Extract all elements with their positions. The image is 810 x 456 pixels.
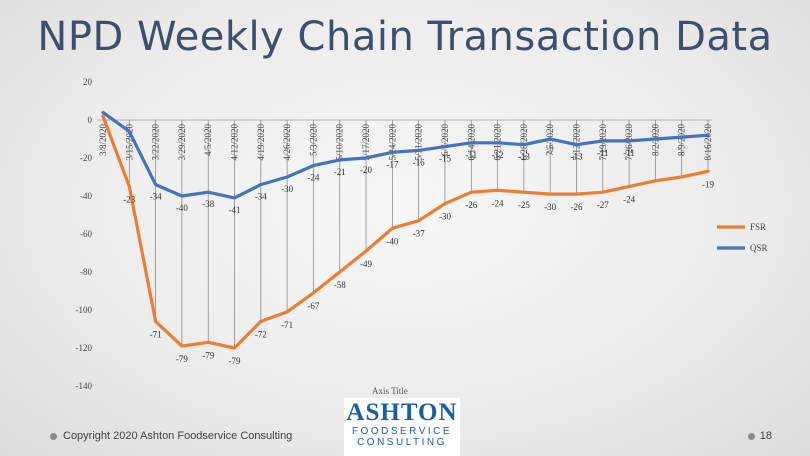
- data-label-qsr: -11: [623, 148, 635, 158]
- page-number: 18: [759, 430, 772, 442]
- legend-label-fsr: FSR: [750, 222, 766, 232]
- data-label-fsr: -23: [123, 195, 135, 205]
- data-label-qsr: -17: [386, 159, 398, 169]
- data-label-fsr: -58: [334, 280, 346, 290]
- x-tick-label: 3/8/2020: [98, 124, 108, 157]
- x-tick-label: 4/19/2020: [256, 124, 266, 161]
- x-tick-label: 4/12/2020: [230, 124, 240, 161]
- series-line-qsr: [101, 110, 710, 200]
- data-label-qsr: -34: [255, 192, 267, 202]
- y-tick-label: -120: [76, 343, 93, 353]
- bullet-icon: [50, 432, 57, 440]
- data-label-qsr: -40: [176, 203, 188, 213]
- x-axis-title: Axis Title: [372, 386, 408, 396]
- x-tick-label: 5/3/2020: [308, 124, 318, 157]
- x-tick-label: 5/17/2020: [361, 124, 371, 161]
- x-tick-label: 3/15/2020: [124, 124, 134, 161]
- x-tick-label: 5/10/2020: [335, 124, 345, 161]
- logo-line2: FOODSERVICE: [351, 426, 453, 437]
- slide-title: NPD Weekly Chain Transaction Data: [37, 14, 773, 60]
- y-tick-label: -140: [76, 381, 93, 391]
- data-label-fsr: -40: [386, 236, 398, 246]
- data-label-qsr: -16: [413, 157, 425, 167]
- copyright-text: Copyright 2020 Ashton Foodservice Consul…: [63, 430, 293, 442]
- data-label-fsr: -37: [413, 229, 425, 239]
- data-label-qsr: -21: [334, 167, 346, 177]
- data-label-qsr: -30: [281, 184, 293, 194]
- x-tick-label: 3/29/2020: [177, 124, 187, 161]
- data-label-fsr: -30: [439, 212, 451, 222]
- x-tick-label: 3/22/2020: [151, 124, 161, 161]
- logo-wordmark: ASHTON: [346, 399, 458, 426]
- y-tick-label: 0: [88, 115, 93, 125]
- x-tick-label: 8/9/2020: [677, 124, 687, 157]
- x-tick-label: 4/26/2020: [282, 124, 292, 161]
- data-label-fsr: -19: [702, 179, 714, 189]
- data-label-fsr: -71: [150, 329, 162, 339]
- bullet-icon: [747, 432, 755, 440]
- y-tick-label: -20: [80, 153, 92, 163]
- ashton-logo: ASHTON FOODSERVICE CONSULTING: [344, 398, 460, 456]
- data-label-fsr: -67: [307, 301, 319, 311]
- data-label-fsr: -24: [623, 195, 635, 205]
- logo-line3: CONSULTING: [357, 437, 447, 448]
- data-label-qsr: -11: [597, 148, 609, 158]
- data-label-qsr: -12: [492, 150, 504, 160]
- x-tick-label: 6/28/2020: [519, 124, 529, 161]
- data-label-fsr: -49: [360, 259, 372, 269]
- y-tick-label: 20: [83, 77, 93, 87]
- x-tick-label: 7/12/2020: [571, 124, 581, 161]
- data-label-qsr: -11: [465, 150, 477, 160]
- x-tick-label: 6/7/2020: [440, 124, 450, 157]
- y-tick-label: -60: [80, 229, 92, 239]
- y-tick-label: -100: [76, 305, 93, 315]
- data-label-qsr: -24: [307, 173, 319, 183]
- y-tick-label: -40: [80, 191, 92, 201]
- data-label-qsr: -13: [518, 152, 530, 162]
- x-tick-label: 4/5/2020: [203, 124, 213, 157]
- data-label-qsr: -41: [229, 205, 241, 215]
- legend-label-qsr: QSR: [750, 243, 768, 253]
- data-label-fsr: -71: [281, 320, 293, 330]
- data-label-fsr: -27: [597, 200, 609, 210]
- data-label-fsr: -72: [255, 329, 267, 339]
- data-label-qsr: -20: [360, 165, 372, 175]
- data-label-qsr: -15: [439, 154, 451, 164]
- data-label-fsr: -79: [176, 354, 188, 364]
- data-label-fsr: -25: [518, 200, 530, 210]
- data-label-qsr: -13: [570, 152, 582, 162]
- x-tick-label: 5/24/2020: [387, 124, 397, 161]
- x-tick-label: 8/16/2020: [703, 124, 713, 161]
- data-label-fsr: -79: [229, 356, 241, 366]
- x-tick-label: 5/31/2020: [414, 124, 424, 161]
- y-tick-label: -80: [80, 267, 92, 277]
- series-line-fsr: [101, 114, 710, 350]
- footer-page-number: 18: [747, 430, 772, 442]
- footer-copyright: Copyright 2020 Ashton Foodservice Consul…: [50, 430, 292, 442]
- data-label-qsr: -38: [202, 199, 214, 209]
- data-label-fsr: -24: [492, 198, 504, 208]
- data-label-qsr: -7: [546, 146, 554, 156]
- data-label-fsr: -79: [202, 350, 214, 360]
- data-label-fsr: -26: [570, 202, 582, 212]
- data-label-fsr: -26: [465, 200, 477, 210]
- data-label-fsr: -30: [544, 202, 556, 212]
- data-label-qsr: -34: [150, 192, 162, 202]
